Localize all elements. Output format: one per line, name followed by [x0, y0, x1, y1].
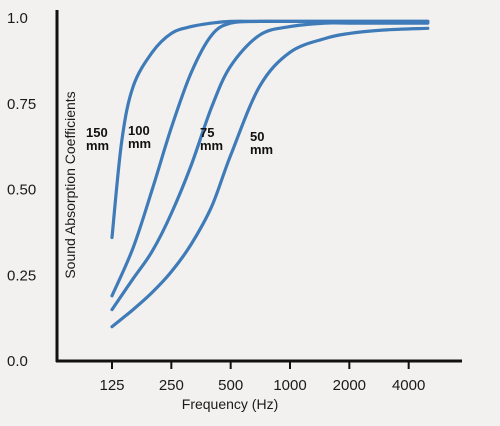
y-tick-label: 0.0	[7, 353, 28, 370]
series-line-50-mm	[110, 26, 430, 329]
x-tick-label: 250	[159, 377, 184, 394]
y-tick-label: 0.75	[7, 96, 36, 113]
y-tick-label: 1.0	[7, 10, 28, 27]
curve-label-line: 100	[128, 123, 150, 138]
x-ticks: 125 250 500 1000 2000 4000	[99, 361, 425, 394]
x-tick-label: 1000	[273, 377, 306, 394]
curve-label-line: mm	[200, 138, 223, 153]
x-axis-title: Frequency (Hz)	[182, 396, 278, 412]
y-ticks: 0.0 0.25 0.50 0.75 1.0	[7, 10, 36, 370]
curve-label-line: 150	[86, 125, 108, 140]
x-tick-label: 125	[99, 377, 124, 394]
y-tick-label: 0.25	[7, 267, 36, 284]
curve-label-line: 75	[200, 125, 214, 140]
x-tick-label: 4000	[392, 377, 425, 394]
series-line-150-mm	[110, 19, 430, 240]
y-tick-label: 0.50	[7, 182, 36, 199]
series-line-100-mm	[110, 19, 430, 298]
x-tick-label: 2000	[333, 377, 366, 394]
curve-label-line: mm	[250, 142, 273, 157]
series-line-75-mm	[110, 21, 430, 312]
curve-label-line: mm	[128, 136, 151, 151]
x-tick-label: 500	[218, 377, 243, 394]
curves-layer	[110, 19, 430, 329]
curve-label-line: 50	[250, 129, 264, 144]
curve-label-line: mm	[86, 138, 109, 153]
y-axis-title: Sound Absorption Coefficients	[62, 91, 78, 278]
